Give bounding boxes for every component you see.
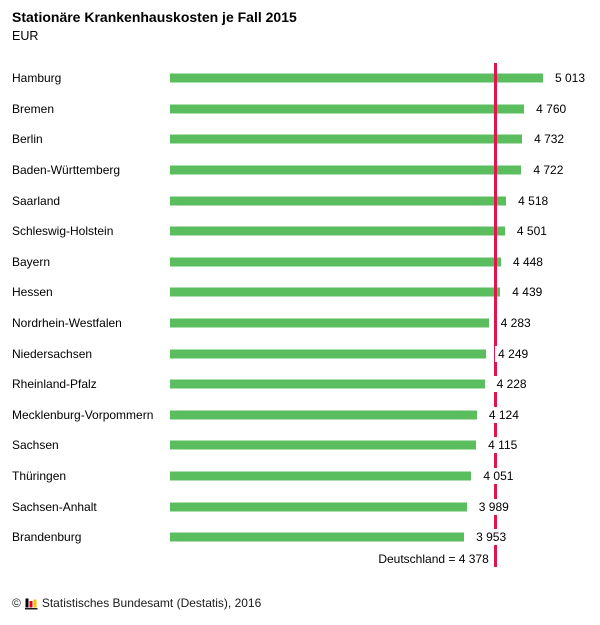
category-label: Sachsen [12, 438, 59, 453]
value-label: 4 518 [515, 192, 551, 209]
chart-row: Mecklenburg-Vorpommern 4 124 [0, 400, 600, 431]
chart-row: Thüringen 4 051 [0, 461, 600, 492]
chart-row: Sachsen-Anhalt 3 989 [0, 491, 600, 522]
value-label: 3 953 [473, 529, 509, 546]
category-label: Baden-Württemberg [12, 163, 121, 178]
category-label: Berlin [12, 132, 43, 147]
bar [170, 532, 465, 542]
chart-row: Saarland 4 518 [0, 185, 600, 216]
category-label: Bremen [12, 101, 55, 116]
chart-row: Nordrhein-Westfalen 4 283 [0, 308, 600, 339]
value-label: 4 228 [493, 376, 529, 393]
category-label: Nordrhein-Westfalen [12, 316, 122, 331]
category-label: Niedersachsen [12, 346, 93, 361]
bar [170, 471, 472, 481]
chart-row: Baden-Württemberg 4 722 [0, 155, 600, 186]
chart-row: Berlin 4 732 [0, 124, 600, 155]
bar [170, 440, 477, 450]
copyright-symbol: © [12, 596, 21, 610]
category-label: Saarland [12, 193, 61, 208]
value-label: 4 439 [509, 284, 545, 301]
value-label: 4 051 [480, 468, 516, 485]
bar [170, 257, 501, 267]
bar [170, 502, 467, 512]
chart-row: Niedersachsen 4 249 [0, 338, 600, 369]
value-label: 4 249 [495, 345, 531, 362]
bar [170, 104, 525, 114]
reference-line [494, 63, 498, 567]
category-label: Rheinland-Pfalz [12, 377, 97, 392]
bar [170, 410, 477, 420]
bar [170, 196, 507, 206]
value-label: 5 013 [552, 70, 588, 87]
bar [170, 349, 487, 359]
category-label: Bayern [12, 254, 51, 269]
chart-row: Rheinland-Pfalz 4 228 [0, 369, 600, 400]
value-label: 3 989 [475, 498, 511, 515]
bar [170, 287, 501, 297]
source-note: © Statistisches Bundesamt (Destatis), 20… [12, 596, 261, 610]
bar [170, 165, 522, 175]
chart-row: Hamburg 5 013 [0, 63, 600, 94]
chart-title: Stationäre Krankenhauskosten je Fall 201… [12, 9, 297, 25]
chart-row: Hessen 4 439 [0, 277, 600, 308]
chart-unit-label: EUR [12, 29, 39, 43]
value-label: 4 722 [530, 162, 566, 179]
value-label: 4 115 [485, 437, 520, 454]
chart-row: Bayern 4 448 [0, 247, 600, 278]
chart-row: Schleswig-Holstein 4 501 [0, 216, 600, 247]
value-label: 4 124 [485, 406, 521, 423]
chart-header: Stationäre Krankenhauskosten je Fall 201… [12, 9, 297, 44]
bar [170, 73, 543, 83]
value-label: 4 283 [497, 315, 533, 332]
bar [170, 226, 505, 236]
chart-row: Brandenburg 3 953 [0, 522, 600, 553]
chart-row: Sachsen 4 115 [0, 430, 600, 461]
destatis-bars-icon [24, 598, 38, 609]
category-label: Thüringen [12, 469, 67, 484]
source-text: Statistisches Bundesamt (Destatis), 2016 [41, 596, 262, 610]
bar-rows: Hamburg 5 013 Bremen 4 760 Berlin 4 732 Baden-… [0, 63, 600, 553]
bar [170, 134, 523, 144]
category-label: Sachsen-Anhalt [12, 499, 97, 514]
chart-row: Bremen 4 760 [0, 94, 600, 125]
reference-label: Deutschland = 4 378 [378, 552, 489, 566]
bar [170, 379, 485, 389]
category-label: Hessen [12, 285, 53, 300]
value-label: 4 732 [531, 131, 567, 148]
category-label: Brandenburg [12, 530, 82, 545]
value-label: 4 448 [509, 253, 545, 270]
value-label: 4 501 [513, 223, 549, 240]
category-label: Schleswig-Holstein [12, 224, 114, 239]
bar [170, 318, 489, 328]
value-label: 4 760 [533, 100, 569, 117]
category-label: Mecklenburg-Vorpommern [12, 407, 154, 422]
category-label: Hamburg [12, 71, 62, 86]
